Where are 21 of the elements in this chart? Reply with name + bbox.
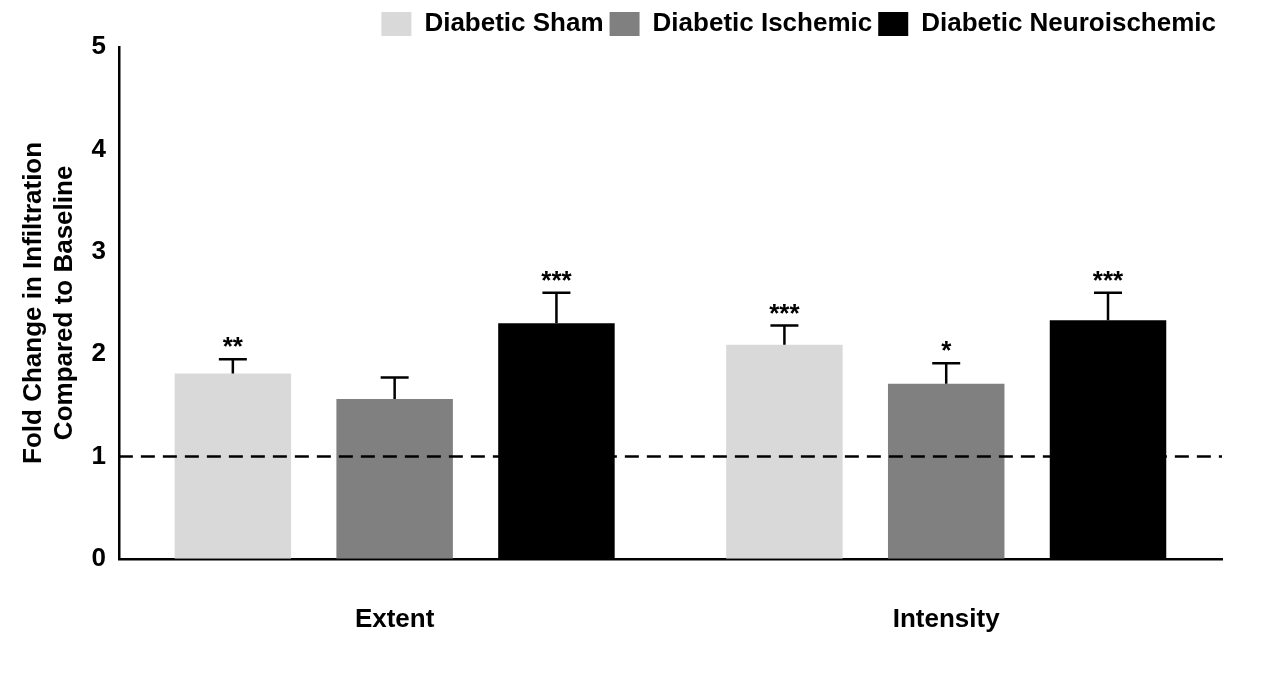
- data-label: ***: [1092, 264, 1125, 295]
- bar: [726, 344, 843, 559]
- data-label: ***: [769, 297, 801, 328]
- y-tick-label: 0: [91, 541, 106, 572]
- x-tick-label: Extent: [354, 602, 435, 633]
- data-label: *: [941, 335, 953, 366]
- y-tick-label: 4: [91, 132, 107, 163]
- y-tick-label: 1: [91, 439, 106, 470]
- y-axis-title: Fold Change in Infiltration Compared to Baseline: [16, 141, 78, 464]
- bar: [174, 373, 292, 559]
- x-tick-label: Intensity: [892, 602, 1001, 633]
- bar: [336, 399, 453, 559]
- y-tick-label: 2: [91, 337, 106, 368]
- legend-label: Diabetic Ischemic: [652, 7, 873, 38]
- y-tick-label: 5: [91, 30, 106, 61]
- data-label: **: [222, 331, 244, 362]
- legend-label: Diabetic Neuroischemic: [921, 7, 1217, 38]
- y-tick-label: 3: [91, 234, 106, 265]
- data-label: ***: [541, 264, 573, 295]
- legend-label: Diabetic Sham: [424, 7, 604, 38]
- bar: [887, 383, 1005, 559]
